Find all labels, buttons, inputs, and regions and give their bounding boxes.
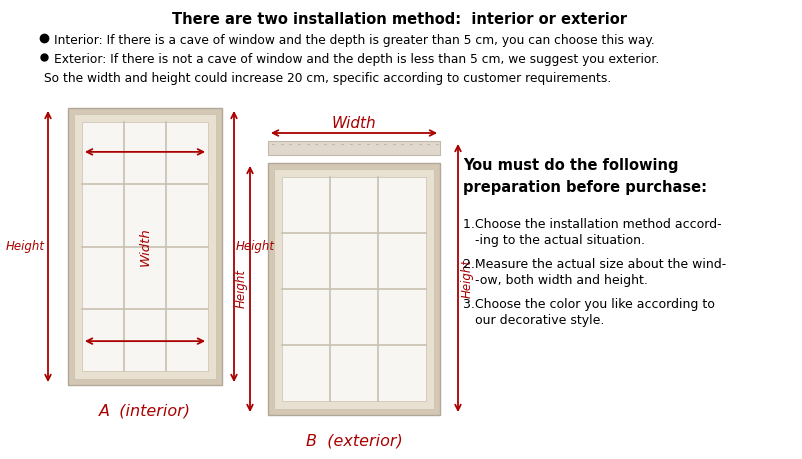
Text: So the width and height could increase 20 cm, specific according to customer req: So the width and height could increase 2… bbox=[44, 72, 610, 85]
Text: -ow, both width and height.: -ow, both width and height. bbox=[463, 274, 647, 287]
Text: -ing to the actual situation.: -ing to the actual situation. bbox=[463, 234, 644, 247]
Bar bbox=[68, 108, 221, 385]
Text: Height: Height bbox=[6, 240, 45, 253]
Text: 1.Choose the installation method accord-: 1.Choose the installation method accord- bbox=[463, 218, 721, 231]
Text: Height: Height bbox=[460, 258, 473, 297]
Text: Exterior: If there is not a cave of window and the depth is less than 5 cm, we s: Exterior: If there is not a cave of wind… bbox=[54, 53, 658, 66]
Text: our decorative style.: our decorative style. bbox=[463, 314, 604, 327]
Text: There are two installation method:  interior or exterior: There are two installation method: inter… bbox=[172, 12, 626, 27]
Text: Width: Width bbox=[331, 116, 376, 131]
Text: 3.Choose the color you like according to: 3.Choose the color you like according to bbox=[463, 298, 714, 311]
Text: You must do the following: You must do the following bbox=[463, 158, 678, 173]
Text: B  (exterior): B (exterior) bbox=[306, 433, 402, 448]
Text: Height: Height bbox=[235, 269, 248, 308]
Text: 2.Measure the actual size about the wind-: 2.Measure the actual size about the wind… bbox=[463, 258, 725, 271]
Text: preparation before purchase:: preparation before purchase: bbox=[463, 180, 706, 195]
Bar bbox=[82, 122, 208, 371]
Bar bbox=[268, 163, 439, 415]
Bar bbox=[74, 114, 216, 379]
Text: Width: Width bbox=[138, 227, 152, 266]
Text: Height: Height bbox=[236, 240, 274, 253]
Bar bbox=[273, 169, 433, 409]
Text: A  (interior): A (interior) bbox=[99, 403, 191, 418]
Bar bbox=[268, 141, 439, 155]
Text: Interior: If there is a cave of window and the depth is greater than 5 cm, you c: Interior: If there is a cave of window a… bbox=[54, 34, 654, 47]
Bar bbox=[282, 177, 426, 401]
